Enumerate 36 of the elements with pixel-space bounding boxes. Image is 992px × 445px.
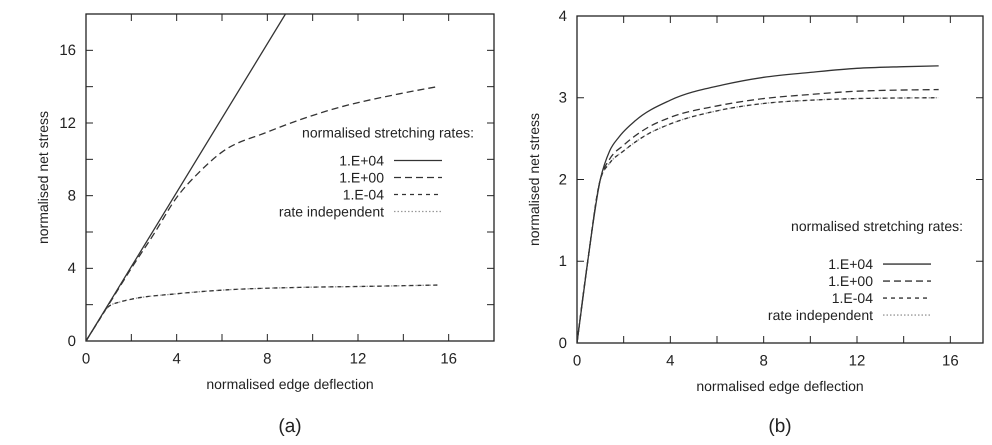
- x-axis-title: normalised edge deflection: [206, 376, 374, 392]
- legend-label: rate independent: [768, 307, 874, 324]
- y-axis-title: normalised net stress: [526, 112, 542, 246]
- x-tick-label: 16: [942, 352, 959, 370]
- legend-title: normalised stretching rates:: [791, 218, 963, 234]
- x-tick-label: 4: [172, 350, 181, 368]
- legend-title: normalised stretching rates:: [302, 124, 474, 140]
- x-tick-label: 4: [666, 352, 675, 370]
- y-tick-label: 8: [68, 187, 76, 204]
- y-tick-label: 3: [558, 90, 567, 107]
- legend-label: 1.E-04: [832, 290, 874, 306]
- x-axis-title: normalised edge deflection: [696, 378, 864, 394]
- x-tick-label: 12: [350, 350, 366, 368]
- legend-label: 1.E+00: [828, 273, 874, 290]
- x-tick-label: 0: [82, 350, 90, 368]
- legend-label: 1.E+00: [339, 170, 384, 186]
- y-tick-label: 0: [68, 332, 76, 350]
- text: (b): [768, 416, 792, 437]
- y-tick-label: 2: [558, 171, 567, 188]
- legend-label: 1.E-04: [342, 186, 384, 202]
- legend-label: 1.E+04: [339, 152, 384, 168]
- text: (a): [278, 416, 302, 437]
- x-tick-label: 8: [263, 350, 272, 368]
- legend-label: rate independent: [278, 204, 384, 220]
- x-tick-label: 12: [848, 352, 866, 370]
- legend-label: 1.E+04: [828, 256, 874, 272]
- y-tick-label: 4: [68, 260, 76, 278]
- y-tick-label: 12: [59, 114, 76, 132]
- x-tick-label: 0: [572, 352, 582, 370]
- y-axis-title: normalised net stress: [35, 110, 51, 244]
- y-tick-label: 16: [59, 42, 76, 60]
- x-tick-label: 8: [759, 352, 768, 370]
- y-tick-label: 1: [558, 253, 567, 270]
- x-tick-label: 16: [440, 350, 458, 368]
- y-tick-label: 4: [558, 8, 567, 25]
- y-tick-label: 0: [558, 334, 567, 352]
